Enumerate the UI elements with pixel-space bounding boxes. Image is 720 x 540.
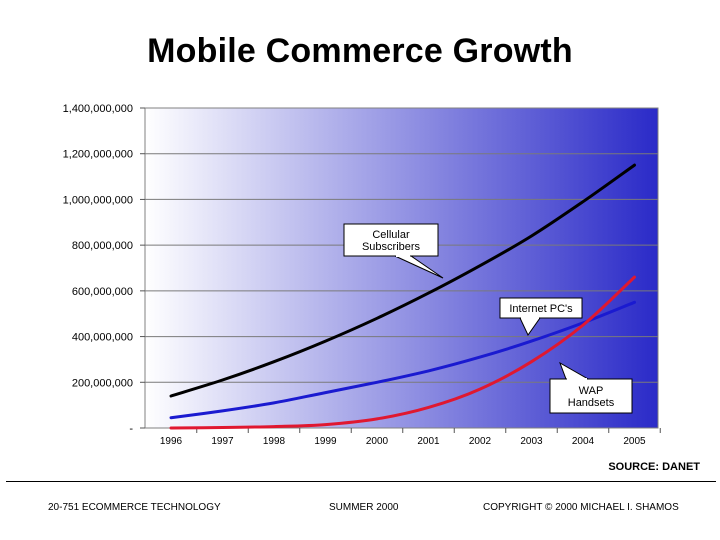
y-tick-label: 1,000,000,000 — [63, 194, 133, 206]
y-tick-label: 600,000,000 — [72, 286, 133, 298]
line-chart: - 200,000,000 400,000,000 600,000,000 800,00… — [63, 103, 661, 447]
callout-internet: Internet PC's — [499, 297, 583, 336]
x-tick-label: 2005 — [623, 436, 646, 447]
x-tick-label: 1997 — [211, 436, 234, 447]
x-axis: 1996 1997 1998 1999 2000 2001 2002 2003 2004 2005 — [160, 428, 661, 447]
x-tick-label: 1998 — [263, 436, 286, 447]
x-tick-label: 2002 — [469, 436, 492, 447]
y-tick-label: 800,000,000 — [72, 240, 133, 252]
x-tick-label: 2000 — [366, 436, 389, 447]
callout-label: Internet PC's — [509, 303, 573, 315]
series-line-internet — [169, 300, 636, 420]
callout-label: WAP — [579, 385, 604, 397]
y-tick-label: - — [129, 423, 133, 435]
callout-label: Subscribers — [362, 241, 421, 253]
footer-term: SUMMER 2000 — [329, 502, 399, 513]
y-axis: - 200,000,000 400,000,000 600,000,000 800,00… — [63, 103, 145, 435]
footer-divider — [6, 481, 716, 482]
y-tick-label: 1,400,000,000 — [63, 103, 133, 115]
callout-box — [549, 378, 633, 414]
callout-label: Cellular — [372, 229, 410, 241]
callout-box — [343, 223, 439, 257]
callout-box — [499, 297, 583, 319]
x-tick-label: 2003 — [520, 436, 543, 447]
footer-course: 20-751 ECOMMERCE TECHNOLOGY — [48, 502, 221, 513]
x-tick-label: 2004 — [572, 436, 595, 447]
chart-title: Mobile Commerce Growth — [147, 32, 573, 70]
series-line-wap — [169, 275, 636, 430]
x-tick-label: 1996 — [160, 436, 183, 447]
series-lines — [169, 163, 636, 430]
x-tick-label: 1999 — [314, 436, 337, 447]
y-tick-label: 400,000,000 — [72, 332, 133, 344]
source-note: SOURCE: DANET — [608, 461, 700, 473]
series-line-cellular — [169, 163, 636, 398]
footer-copyright: COPYRIGHT © 2000 MICHAEL I. SHAMOS — [483, 502, 679, 513]
x-tick-label: 2001 — [417, 436, 440, 447]
y-tick-label: 1,200,000,000 — [63, 149, 133, 161]
callout-label: Handsets — [568, 397, 615, 409]
y-tick-label: 200,000,000 — [72, 377, 133, 389]
gridlines — [145, 153, 658, 383]
